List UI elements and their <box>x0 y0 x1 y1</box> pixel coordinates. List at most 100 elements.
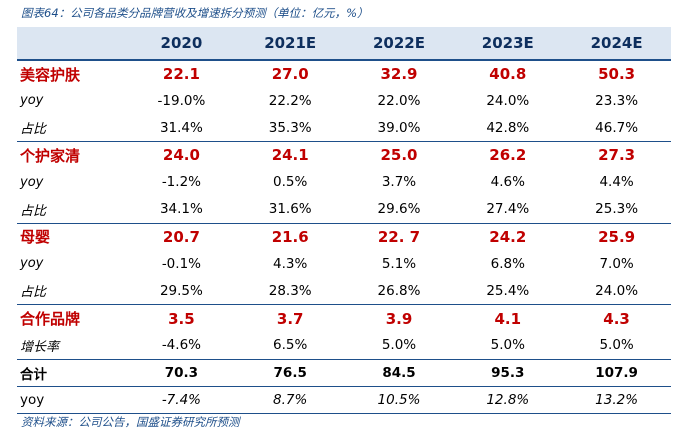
table-cell: 31.4% <box>159 119 203 136</box>
table-cell: 31.6% <box>268 201 312 218</box>
table-cell: 3.5 <box>127 304 236 332</box>
row-label: 母婴 <box>17 222 127 251</box>
header-corner <box>17 27 127 61</box>
table-cell: 50.3 <box>562 59 671 88</box>
table-cell: 6.5% <box>273 337 308 354</box>
row-label: yoy <box>20 174 44 190</box>
table-cell: 5.0% <box>381 337 417 354</box>
table-row: 合计 70.3 76.5 84.5 95.3 107.9 <box>17 358 671 387</box>
table-cell: 70.3 <box>127 358 236 387</box>
table-cell: -4.6% <box>161 337 201 354</box>
header-year: 2021E <box>235 27 345 61</box>
table-cell: 4.3% <box>273 255 308 272</box>
table-cell: 24.0% <box>486 92 530 109</box>
table-cell: 29.5% <box>159 282 203 299</box>
table-cell: 5.0% <box>490 337 525 354</box>
table-row: 占比 31.4% 35.3% 39.0% 42.8% 46.7% <box>17 114 671 141</box>
table-cell: 3.7% <box>381 174 417 191</box>
table-cell: 5.0% <box>599 337 634 354</box>
row-label: 占比 <box>20 203 47 219</box>
table-cell: 23.3% <box>595 92 639 109</box>
row-label: 增长率 <box>20 339 60 355</box>
table-cell: 28.3% <box>268 282 312 299</box>
row-label: 合计 <box>17 358 127 387</box>
table-row: yoy -7.4% 8.7% 10.5% 12.8% 13.2% <box>17 385 671 414</box>
table-row: 美容护肤 22.1 27.0 32.9 40.8 50.3 <box>17 59 671 88</box>
table-row: yoy -1.2% 0.5% 3.7% 4.6% 4.4% <box>17 169 671 196</box>
row-label: yoy <box>20 93 44 109</box>
table-cell: 8.7% <box>235 385 345 414</box>
table-row: 母婴 20.7 21.6 22. 7 24.2 25.9 <box>17 222 671 251</box>
row-label: 个护家清 <box>17 141 127 169</box>
table-cell: 7.0% <box>599 255 634 272</box>
table-row: 个护家清 24.0 24.1 25.0 26.2 27.3 <box>17 141 671 169</box>
table-cell: 27.4% <box>486 201 530 218</box>
table-cell: 32.9 <box>344 59 454 88</box>
header-year: 2020 <box>127 27 236 61</box>
table-cell: 25.3% <box>595 201 639 218</box>
table-cell: 34.1% <box>159 201 203 218</box>
figure-caption: 图表64：公司各品类分品牌营收及增速拆分预测（单位：亿元，%） <box>21 6 369 20</box>
table-cell: 13.2% <box>562 385 671 414</box>
table-row: yoy -19.0% 22.2% 22.0% 24.0% 23.3% <box>17 87 671 114</box>
row-label: 合作品牌 <box>17 304 127 332</box>
table-cell: 25.0 <box>344 141 454 169</box>
table-cell: 107.9 <box>562 358 671 387</box>
source-note: 资料来源：公司公告，国盛证券研究所预测 <box>21 415 240 429</box>
table-cell: 24.1 <box>235 141 345 169</box>
table-cell: -19.0% <box>157 92 206 109</box>
table-cell: 22.2% <box>268 92 312 109</box>
table-cell: 27.3 <box>562 141 671 169</box>
header-year: 2023E <box>453 27 563 61</box>
table-cell: 4.1 <box>453 304 563 332</box>
table-cell: 35.3% <box>268 119 312 136</box>
table-cell: 3.7 <box>235 304 345 332</box>
table-cell: 20.7 <box>127 222 236 251</box>
table-cell: 22.0% <box>377 92 421 109</box>
revenue-forecast-table: 2020 2021E 2022E 2023E 2024E 美容护肤 22.1 27.… <box>17 27 671 414</box>
table-row: 增长率 -4.6% 6.5% 5.0% 5.0% 5.0% <box>17 332 671 359</box>
table-row: 占比 34.1% 31.6% 29.6% 27.4% 25.3% <box>17 196 671 223</box>
table-cell: 25.9 <box>562 222 671 251</box>
table-cell: 29.6% <box>377 201 421 218</box>
table-cell: 95.3 <box>453 358 563 387</box>
table-cell: 22. 7 <box>344 222 454 251</box>
table-cell: 5.1% <box>381 255 417 272</box>
table-cell: 24.2 <box>453 222 563 251</box>
table-cell: 6.8% <box>490 255 525 272</box>
row-label: 占比 <box>20 285 47 301</box>
table-row: yoy -0.1% 4.3% 5.1% 6.8% 7.0% <box>17 250 671 277</box>
row-label: yoy <box>17 385 127 414</box>
table-cell: 84.5 <box>344 358 454 387</box>
table-cell: 26.8% <box>377 282 421 299</box>
table-cell: 76.5 <box>235 358 345 387</box>
table-cell: 24.0 <box>127 141 236 169</box>
table-cell: 22.1 <box>127 59 236 88</box>
header-year: 2024E <box>562 27 671 61</box>
table-row: 占比 29.5% 28.3% 26.8% 25.4% 24.0% <box>17 278 671 305</box>
table-cell: 39.0% <box>377 119 421 136</box>
table-cell: 21.6 <box>235 222 345 251</box>
table-cell: 26.2 <box>453 141 563 169</box>
row-label: 美容护肤 <box>17 59 127 88</box>
table-row: 合作品牌 3.5 3.7 3.9 4.1 4.3 <box>17 304 671 332</box>
table-cell: -7.4% <box>127 385 236 414</box>
table-cell: 24.0% <box>595 282 639 299</box>
table-cell: 10.5% <box>344 385 454 414</box>
table-cell: 42.8% <box>486 119 530 136</box>
table-cell: 0.5% <box>273 174 308 191</box>
table-cell: 3.9 <box>344 304 454 332</box>
table-cell: -0.1% <box>161 255 201 272</box>
header-row: 2020 2021E 2022E 2023E 2024E <box>17 27 671 61</box>
table-cell: 4.4% <box>599 174 634 191</box>
table-cell: 4.3 <box>562 304 671 332</box>
table-cell: -1.2% <box>161 174 201 191</box>
header-year: 2022E <box>344 27 454 61</box>
row-label: yoy <box>20 256 44 272</box>
table-cell: 4.6% <box>490 174 525 191</box>
table-cell: 12.8% <box>453 385 563 414</box>
row-label: 占比 <box>20 122 47 138</box>
table-cell: 46.7% <box>595 119 639 136</box>
table-cell: 40.8 <box>453 59 563 88</box>
